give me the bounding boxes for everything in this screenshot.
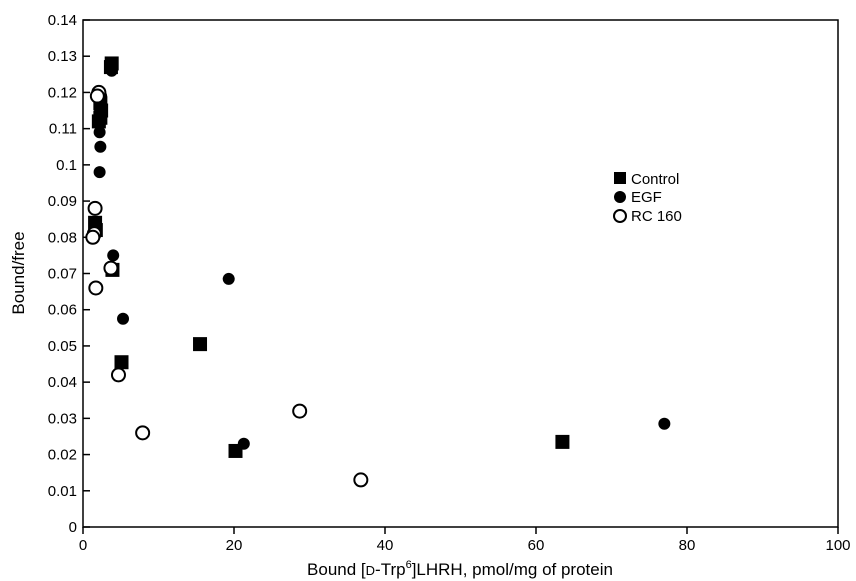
legend-label-egf: EGF xyxy=(631,189,662,206)
point-rc160 xyxy=(292,403,308,419)
y-tick-label: 0.1 xyxy=(56,157,77,174)
y-tick-label: 0 xyxy=(69,519,77,536)
legend-label-rc160: RC 160 xyxy=(631,208,682,225)
point-control xyxy=(555,434,570,449)
plot-border xyxy=(82,19,839,528)
y-axis: 0 0.01 0.02 0.03 0.04 0.05 0.06 0.07 0.08 0.09 0.1… xyxy=(48,12,90,536)
x-tick-label: 100 xyxy=(825,537,850,554)
y-tick-label: 0.02 xyxy=(48,447,77,464)
point-egf xyxy=(117,312,130,325)
point-rc160 xyxy=(85,229,101,245)
x-tick-label: 80 xyxy=(679,537,696,554)
point-egf xyxy=(105,64,118,77)
point-egf xyxy=(107,249,120,262)
x-axis-title-suffix: ]LHRH, pmol/mg of protein xyxy=(412,560,613,579)
y-tick-label: 0.06 xyxy=(48,302,77,319)
point-rc160 xyxy=(89,88,105,104)
point-egf xyxy=(222,272,235,285)
y-tick-label: 0.03 xyxy=(48,410,77,427)
y-tick-label: 0.09 xyxy=(48,193,77,210)
y-tick-label: 0.05 xyxy=(48,338,77,355)
x-tick-label: 0 xyxy=(79,537,87,554)
legend-marker-control xyxy=(614,172,626,184)
point-egf xyxy=(94,140,107,153)
legend-marker-rc160 xyxy=(613,209,627,223)
y-tick-label: 0.04 xyxy=(48,374,77,391)
point-egf xyxy=(658,417,671,430)
y-tick-label: 0.07 xyxy=(48,266,77,283)
point-egf xyxy=(93,166,106,179)
x-axis-title-prefix: Bound [ xyxy=(307,560,366,579)
legend-marker-egf xyxy=(614,191,626,203)
x-tick-label: 40 xyxy=(377,537,394,554)
x-axis-title-smallcaps: D xyxy=(366,563,375,578)
point-control xyxy=(193,337,208,352)
point-egf xyxy=(93,126,106,139)
point-rc160 xyxy=(88,280,104,296)
y-tick-label: 0.12 xyxy=(48,84,77,101)
x-tick-label: 60 xyxy=(528,537,545,554)
y-tick-label: 0.13 xyxy=(48,48,77,65)
legend: Control EGF RC 160 xyxy=(613,171,682,225)
point-rc160 xyxy=(110,367,126,383)
y-tick-label: 0.01 xyxy=(48,483,77,500)
x-axis-title-middle: -Trp xyxy=(375,560,406,579)
point-control xyxy=(114,355,129,370)
x-axis-title: Bound [D-Trp6]LHRH, pmol/mg of protein xyxy=(307,559,613,579)
x-tick-label: 20 xyxy=(226,537,243,554)
point-control xyxy=(228,443,243,458)
point-rc160 xyxy=(103,260,119,276)
y-tick-label: 0.14 xyxy=(48,12,77,29)
point-rc160 xyxy=(353,472,369,488)
legend-label-control: Control xyxy=(631,171,679,188)
x-axis: 0 20 40 60 80 100 xyxy=(79,527,851,554)
y-tick-label: 0.08 xyxy=(48,229,77,246)
y-tick-label: 0.11 xyxy=(49,121,77,138)
data-points xyxy=(85,56,671,488)
point-rc160 xyxy=(87,200,103,216)
point-rc160 xyxy=(135,425,151,441)
x-axis-title-superscript: 6 xyxy=(406,559,412,571)
point-egf xyxy=(237,437,250,450)
point-egf xyxy=(94,108,107,121)
y-axis-title: Bound/free xyxy=(9,231,28,314)
plot-area xyxy=(82,19,839,528)
